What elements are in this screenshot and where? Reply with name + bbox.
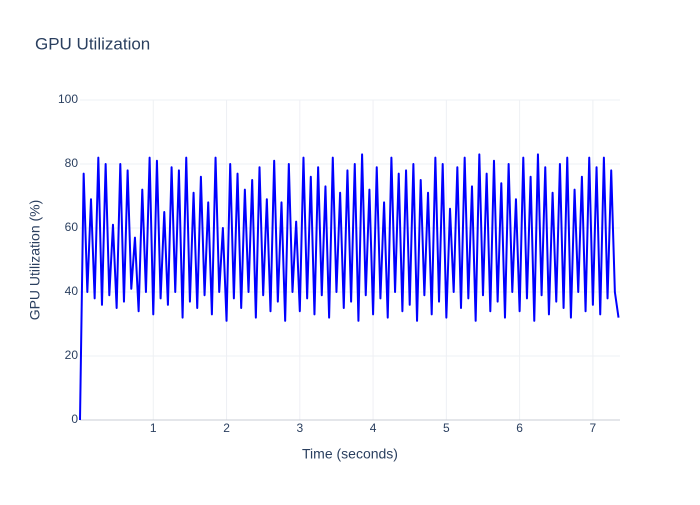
y-tick-label: 0 xyxy=(71,412,78,426)
y-tick-label: 40 xyxy=(65,284,79,298)
x-tick-label: 7 xyxy=(590,421,597,435)
data-line xyxy=(79,153,620,421)
y-tick-label: 100 xyxy=(58,92,78,106)
x-tick-label: 3 xyxy=(296,421,303,435)
x-tick-label: 6 xyxy=(516,421,523,435)
y-tick-label: 80 xyxy=(65,156,79,170)
y-axis-label: GPU Utilization (%) xyxy=(27,200,43,321)
y-tick-label: 20 xyxy=(65,348,79,362)
x-tick-label: 5 xyxy=(443,421,450,435)
x-tick-label: 2 xyxy=(223,421,230,435)
chart-title: GPU Utilization xyxy=(35,34,150,53)
x-tick-label: 1 xyxy=(150,421,157,435)
x-tick-label: 4 xyxy=(370,421,377,435)
x-axis-label: Time (seconds) xyxy=(302,446,398,462)
y-tick-label: 60 xyxy=(65,220,79,234)
